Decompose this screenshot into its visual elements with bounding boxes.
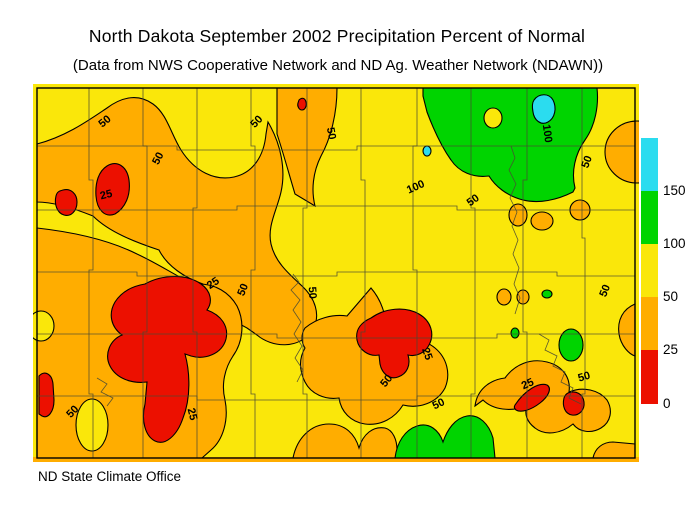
legend-swatch-orange bbox=[641, 297, 658, 350]
legend-label-150: 150 bbox=[663, 183, 686, 198]
contour-label: 25 bbox=[185, 407, 200, 422]
map-layers: 50 50 50 50 100 100 50 50 50 25 25 25 25… bbox=[33, 87, 639, 459]
red-dot-top bbox=[297, 97, 307, 111]
legend-label-25: 25 bbox=[663, 342, 679, 357]
contour-label: 25 bbox=[520, 376, 536, 392]
contour-label: 25 bbox=[419, 346, 434, 362]
page-subtitle: (Data from NWS Cooperative Network and N… bbox=[72, 57, 604, 74]
legend-label-50: 50 bbox=[663, 289, 679, 304]
red-blob-northwest-small bbox=[54, 189, 78, 216]
cyan-blob-northeast bbox=[531, 94, 556, 124]
river-line-southeast bbox=[538, 333, 582, 405]
legend-swatch-yellow bbox=[641, 244, 658, 297]
page-title: North Dakota September 2002 Precipitatio… bbox=[88, 26, 586, 46]
contour-label: 50 bbox=[579, 154, 594, 170]
orange-small-oval-4 bbox=[496, 288, 512, 306]
yellow-inliers bbox=[33, 310, 109, 452]
orange-region-bottom-strip bbox=[292, 423, 398, 459]
yellow-oval-bottom-left bbox=[75, 398, 109, 452]
yellow-oval-left-edge bbox=[33, 310, 55, 342]
cyan-dot-small bbox=[422, 145, 432, 157]
credit-text: ND State Climate Office bbox=[38, 469, 182, 484]
river-line-east bbox=[508, 145, 521, 315]
contour-label: 50 bbox=[324, 126, 338, 140]
orange-small-oval-1 bbox=[508, 203, 528, 227]
contour-label: 25 bbox=[205, 275, 222, 292]
county-boundaries bbox=[37, 88, 635, 458]
contour-label: 50 bbox=[577, 370, 592, 385]
orange-small-oval-2 bbox=[530, 211, 554, 231]
contour-label: 50 bbox=[235, 282, 251, 298]
red-blob-northwest-large bbox=[95, 163, 130, 216]
green-dot-1 bbox=[510, 327, 520, 339]
river-line-southwest bbox=[96, 377, 114, 407]
contour-label: 25 bbox=[99, 188, 114, 203]
legend-label-100: 100 bbox=[663, 236, 686, 251]
red-regions bbox=[38, 97, 585, 443]
color-scale-legend: 150 100 50 25 0 bbox=[641, 138, 700, 418]
green-lobes-bottom bbox=[394, 415, 496, 459]
legend-swatch-red bbox=[641, 350, 658, 404]
red-blob-hook-south-central bbox=[356, 308, 433, 379]
contour-label: 50 bbox=[431, 396, 447, 412]
green-oval-east-central bbox=[558, 328, 584, 362]
red-blob-southwest-tshape bbox=[107, 275, 228, 443]
red-blob-southeast-1 bbox=[513, 383, 550, 412]
orange-oval-east-edge bbox=[604, 120, 639, 184]
green-dot-2 bbox=[541, 289, 553, 299]
map-bottom-bleed bbox=[33, 457, 639, 462]
contour-label: 50 bbox=[465, 192, 482, 209]
river-line-center bbox=[290, 273, 304, 383]
contour-label: 50 bbox=[150, 150, 166, 166]
legend-label-0: 0 bbox=[663, 396, 671, 411]
contour-label: 100 bbox=[540, 124, 554, 144]
red-blob-left-edge bbox=[38, 372, 55, 418]
orange-region-northwest bbox=[36, 97, 318, 346]
contour-label: 50 bbox=[306, 286, 319, 299]
orange-region-bottom-right-strip bbox=[592, 441, 636, 459]
contour-label: 50 bbox=[597, 283, 613, 299]
precipitation-contour-map: 50 50 50 50 100 100 50 50 50 25 25 25 25… bbox=[33, 84, 639, 462]
legend-swatch-cyan bbox=[641, 138, 658, 191]
legend-swatch-green bbox=[641, 191, 658, 244]
map-border bbox=[36, 87, 636, 459]
contour-labels: 50 50 50 50 100 100 50 50 50 25 25 25 25… bbox=[64, 113, 613, 422]
yellow-oval-in-green bbox=[483, 107, 503, 129]
